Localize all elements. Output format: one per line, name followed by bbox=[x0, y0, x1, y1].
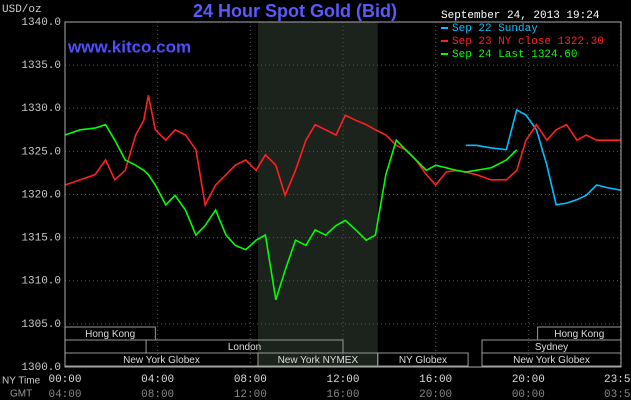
session-label: New York Globex bbox=[513, 355, 590, 366]
x2-tick-label: 20:00 bbox=[419, 389, 452, 400]
series-line bbox=[64, 95, 621, 208]
legend-label: Sep 23 NY close 1322.30 bbox=[452, 36, 604, 48]
x-tick-label: 20:00 bbox=[512, 374, 545, 386]
chart-title: 24 Hour Spot Gold (Bid) bbox=[193, 1, 397, 21]
y-tick-label: 1335.0 bbox=[21, 60, 61, 72]
plot-lines bbox=[64, 95, 622, 300]
session-label: New York Globex bbox=[123, 355, 200, 366]
session-box bbox=[377, 352, 469, 367]
x2-tick-label: 12:00 bbox=[234, 389, 267, 400]
legend-label: Sep 24 Last 1324.60 bbox=[452, 49, 577, 61]
x-tick-label: 16:00 bbox=[419, 374, 452, 386]
session-label: Hong Kong bbox=[554, 329, 604, 340]
session-label: Hong Kong bbox=[85, 329, 135, 340]
x2-tick-label: 16:00 bbox=[326, 389, 359, 400]
y-tick-label: 1310.0 bbox=[21, 276, 61, 288]
x2-tick-label: 04:00 bbox=[48, 389, 81, 400]
y-tick-label: 1325.0 bbox=[21, 146, 61, 158]
plot-front: 1300.0 1305.0 1310.0 1315.0 1320.0 1325.0 1330… bbox=[21, 17, 631, 400]
y-tick-label: 1305.0 bbox=[21, 319, 61, 331]
session-label: NY Globex bbox=[399, 355, 447, 366]
y-tick-label: 1320.0 bbox=[21, 189, 61, 201]
x-tick-label: 00:00 bbox=[48, 374, 81, 386]
unit-label: USD/oz bbox=[2, 4, 42, 16]
site-label: www.kitco.com bbox=[67, 37, 191, 56]
x-tick-label: 04:00 bbox=[141, 374, 174, 386]
x-tick-label: 12:00 bbox=[326, 374, 359, 386]
session-label: Sydney bbox=[535, 342, 568, 353]
x-tick-label: 23:59 bbox=[604, 374, 631, 386]
x-axis-label: NY Time bbox=[2, 376, 41, 387]
series-line bbox=[64, 123, 518, 300]
y-tick-label: 1340.0 bbox=[21, 17, 61, 29]
y-tick-label: 1330.0 bbox=[21, 103, 61, 115]
x-tick-label: 08:00 bbox=[234, 374, 267, 386]
timestamp: September 24, 2013 19:24 bbox=[441, 10, 600, 22]
series-line bbox=[465, 108, 622, 206]
y-tick-label: 1300.0 bbox=[21, 362, 61, 374]
y-tick-label: 1315.0 bbox=[21, 233, 61, 245]
x2-tick-label: 08:00 bbox=[141, 389, 174, 400]
legend-label: Sep 22 Sunday bbox=[452, 23, 538, 35]
session-label: London bbox=[228, 342, 261, 353]
x2-tick-label: 03:59 bbox=[604, 389, 631, 400]
session-label: New York NYMEX bbox=[278, 355, 359, 366]
x2-tick-label: 00:00 bbox=[512, 389, 545, 400]
x2-axis-label: GMT bbox=[10, 389, 32, 400]
plot-frame bbox=[64, 21, 622, 368]
